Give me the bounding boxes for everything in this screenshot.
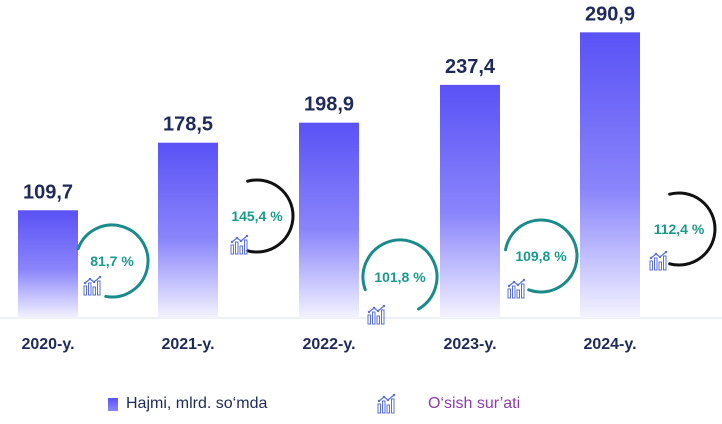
category-label-1: 2021-y.: [161, 336, 214, 353]
bar-4: [580, 32, 640, 318]
category-label-2: 2022-y.: [302, 336, 355, 353]
growth-ring-2: [361, 238, 439, 311]
growth-label-4: 112,4 %: [654, 221, 705, 237]
category-label-4: 2024-y.: [583, 336, 636, 353]
growth-icon-0: [83, 275, 102, 296]
bar-1: [158, 142, 218, 318]
legend-label-growth: O‘sish sur’ati: [428, 395, 521, 412]
bar-0: [18, 210, 78, 318]
growth-icon-3: [507, 278, 526, 299]
bar-2: [299, 122, 359, 318]
growth-icon-2: [367, 304, 386, 325]
value-label-2: 198,9: [304, 94, 354, 116]
value-label-0: 109,7: [23, 181, 73, 203]
growth-label-2: 101,8 %: [374, 269, 426, 285]
legend-swatch-volume: [108, 397, 118, 411]
growth-ring-4: [668, 191, 717, 267]
category-label-3: 2023-y.: [443, 336, 496, 353]
category-label-0: 2020-y.: [21, 336, 74, 353]
legend-label-volume: Hajmi, mlrd. so‘mda: [126, 395, 268, 412]
legend-item-growth: O‘sish sur’ati: [372, 392, 520, 416]
growth-ring-0: [76, 223, 150, 299]
growth-ring-3: [504, 218, 579, 294]
growth-chart-icon: [377, 393, 396, 414]
growth-ring-1: [246, 178, 295, 254]
growth-label-0: 81,7 %: [90, 253, 134, 269]
value-label-4: 290,9: [585, 3, 635, 25]
growth-icon-4: [649, 250, 668, 271]
bar-3: [440, 84, 500, 318]
growth-icon-1: [230, 234, 249, 255]
value-label-1: 178,5: [163, 114, 213, 136]
growth-label-1: 145,4 %: [231, 208, 283, 224]
legend-item-volume: Hajmi, mlrd. so‘mda: [108, 392, 267, 416]
value-label-3: 237,4: [445, 56, 496, 78]
growth-label-3: 109,8 %: [515, 248, 567, 264]
